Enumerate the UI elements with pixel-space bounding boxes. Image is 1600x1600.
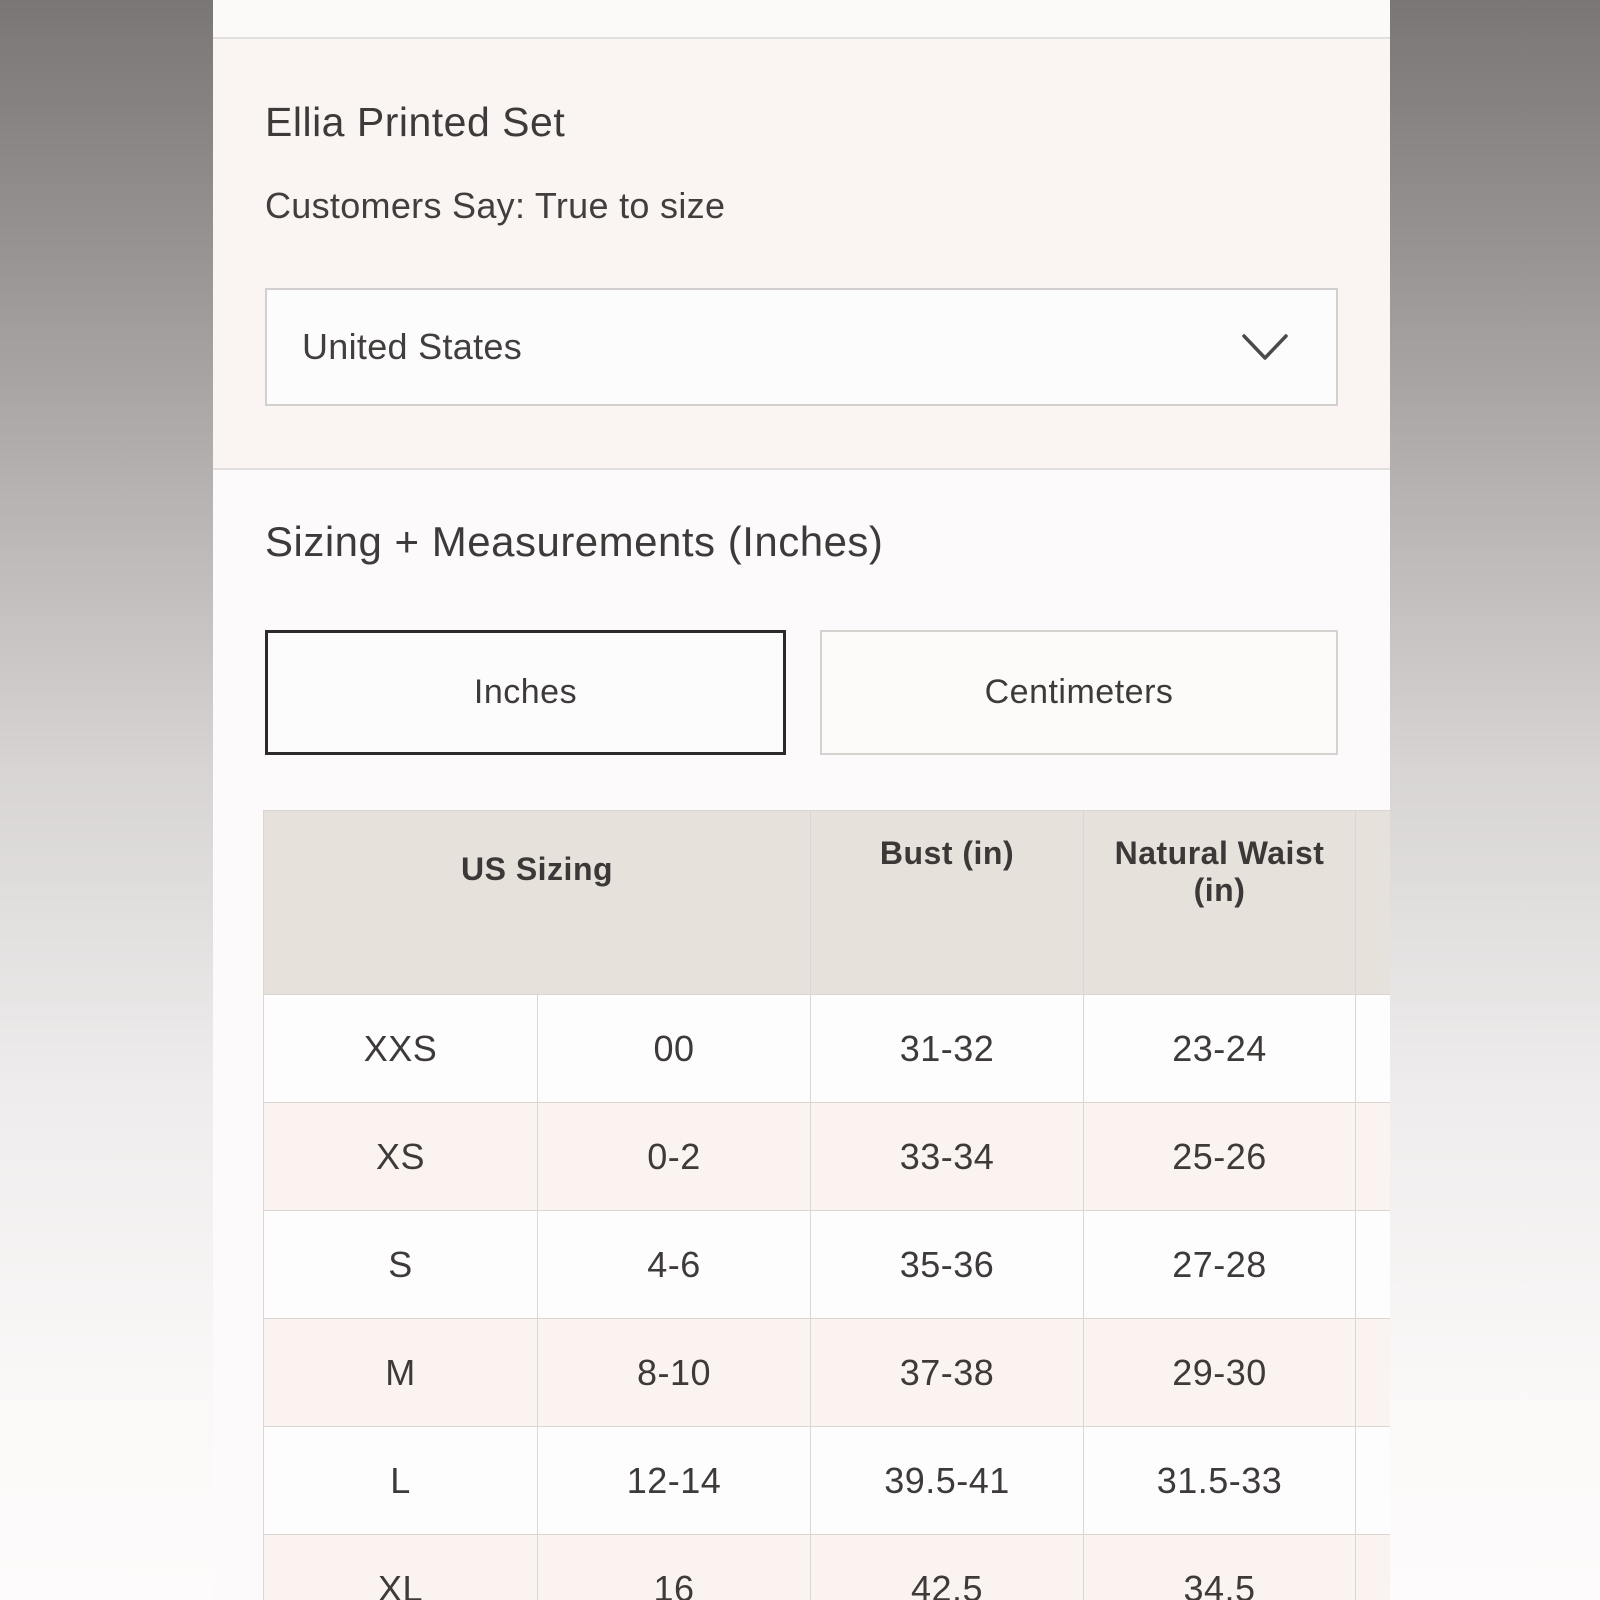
table-row-xl: XL 16 42.5 34.5 bbox=[263, 1534, 1390, 1600]
cell-bust: 33-34 bbox=[810, 1102, 1084, 1211]
table-row-l: L 12-14 39.5-41 31.5-33 bbox=[263, 1426, 1390, 1535]
cell-size-label: M bbox=[263, 1318, 538, 1427]
unit-toggle: Inches Centimeters bbox=[265, 630, 1338, 755]
size-guide-panel: Ellia Printed Set Customers Say: True to… bbox=[213, 0, 1390, 1600]
centimeters-button[interactable]: Centimeters bbox=[820, 630, 1338, 755]
cell-us-size: 16 bbox=[537, 1534, 811, 1600]
cell-size-label: L bbox=[263, 1426, 538, 1535]
cell-us-size: 4-6 bbox=[537, 1210, 811, 1319]
cell-bust: 35-36 bbox=[810, 1210, 1084, 1319]
cell-size-label: XL bbox=[263, 1534, 538, 1600]
table-row-s: S 4-6 35-36 27-28 bbox=[263, 1210, 1390, 1319]
product-info-section: Ellia Printed Set Customers Say: True to… bbox=[213, 39, 1390, 470]
cell-bust: 39.5-41 bbox=[810, 1426, 1084, 1535]
cell-size-label: S bbox=[263, 1210, 538, 1319]
cell-bust: 37-38 bbox=[810, 1318, 1084, 1427]
size-table: US Sizing Bust (in) Natural Waist (in) X… bbox=[263, 810, 1390, 1600]
cell-size-label: XS bbox=[263, 1102, 538, 1211]
sizing-section-heading: Sizing + Measurements (Inches) bbox=[265, 518, 884, 565]
cell-cutoff bbox=[1355, 1426, 1390, 1535]
cell-us-size: 12-14 bbox=[537, 1426, 811, 1535]
size-table-header-row: US Sizing Bust (in) Natural Waist (in) bbox=[263, 810, 1390, 995]
header-us-sizing: US Sizing bbox=[263, 810, 811, 995]
table-row-xs: XS 0-2 33-34 25-26 bbox=[263, 1102, 1390, 1211]
cell-natural-waist: 31.5-33 bbox=[1083, 1426, 1356, 1535]
header-cutoff-column bbox=[1355, 810, 1390, 995]
cell-cutoff bbox=[1355, 1102, 1390, 1211]
cell-bust: 42.5 bbox=[810, 1534, 1084, 1600]
cell-natural-waist: 25-26 bbox=[1083, 1102, 1356, 1211]
chevron-down-icon bbox=[1242, 334, 1288, 360]
country-dropdown-value: United States bbox=[302, 326, 523, 367]
cell-size-label: XXS bbox=[263, 994, 538, 1103]
fit-feedback-text: Customers Say: True to size bbox=[265, 185, 726, 226]
header-natural-waist: Natural Waist (in) bbox=[1083, 810, 1356, 995]
header-bust: Bust (in) bbox=[810, 810, 1084, 995]
cell-us-size: 0-2 bbox=[537, 1102, 811, 1211]
cell-bust: 31-32 bbox=[810, 994, 1084, 1103]
panel-top-strip bbox=[213, 0, 1390, 39]
cell-natural-waist: 34.5 bbox=[1083, 1534, 1356, 1600]
cell-cutoff bbox=[1355, 1534, 1390, 1600]
product-title: Ellia Printed Set bbox=[265, 99, 566, 145]
cell-natural-waist: 23-24 bbox=[1083, 994, 1356, 1103]
cell-cutoff bbox=[1355, 994, 1390, 1103]
size-table-scroll-area[interactable]: US Sizing Bust (in) Natural Waist (in) X… bbox=[263, 810, 1390, 1600]
country-dropdown[interactable]: United States bbox=[265, 288, 1338, 406]
inches-button[interactable]: Inches bbox=[265, 630, 786, 755]
table-row-m: M 8-10 37-38 29-30 bbox=[263, 1318, 1390, 1427]
cell-cutoff bbox=[1355, 1210, 1390, 1319]
cell-us-size: 00 bbox=[537, 994, 811, 1103]
cell-us-size: 8-10 bbox=[537, 1318, 811, 1427]
cell-natural-waist: 29-30 bbox=[1083, 1318, 1356, 1427]
cell-cutoff bbox=[1355, 1318, 1390, 1427]
table-row-xxs: XXS 00 31-32 23-24 bbox=[263, 994, 1390, 1103]
cell-natural-waist: 27-28 bbox=[1083, 1210, 1356, 1319]
